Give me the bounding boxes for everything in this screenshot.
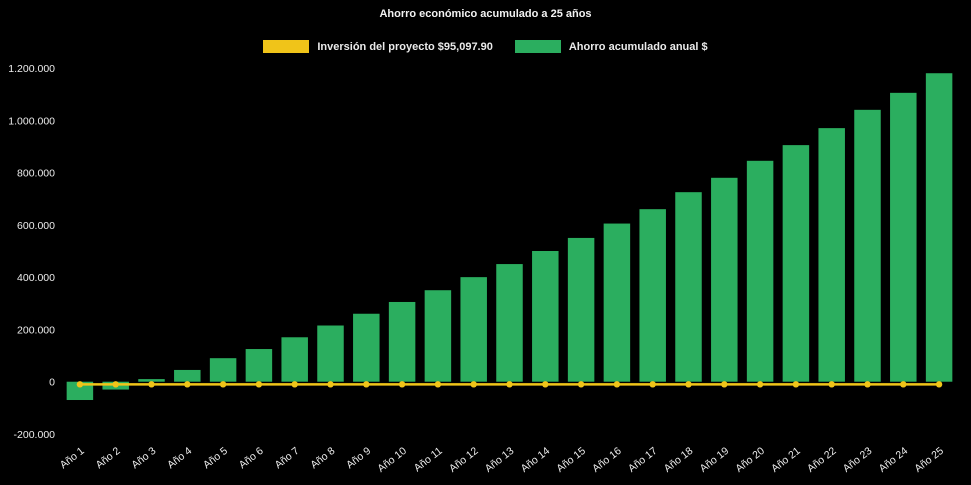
- investment-line-marker: [613, 381, 621, 388]
- y-tick-label: 1.200.000: [8, 63, 55, 75]
- investment-line-marker: [577, 381, 585, 388]
- investment-line-marker: [148, 381, 155, 388]
- x-tick-label: Año 16: [590, 445, 624, 475]
- investment-line-marker: [685, 381, 692, 388]
- investment-line-marker: [327, 381, 334, 388]
- x-tick-label: Año 2: [94, 445, 123, 471]
- bar-año-15: [567, 237, 595, 382]
- investment-line-marker: [76, 381, 84, 388]
- legend-swatch-savings: [514, 40, 561, 53]
- x-tick-label: Año 22: [805, 445, 839, 475]
- investment-line-marker: [112, 381, 119, 388]
- bar-año-8: [317, 325, 344, 382]
- x-tick-label: Año 23: [841, 445, 875, 475]
- investment-line-marker: [649, 381, 656, 388]
- bar-año-22: [818, 128, 845, 382]
- investment-line-marker: [721, 381, 728, 388]
- x-tick-label: Año 3: [129, 445, 158, 471]
- bar-año-14: [532, 251, 559, 382]
- x-tick-label: Año 6: [237, 445, 266, 471]
- x-tick-label: Año 9: [344, 445, 373, 471]
- x-tick-label: Año 17: [626, 445, 660, 475]
- investment-line-marker: [900, 381, 907, 388]
- investment-line-marker: [398, 381, 406, 388]
- x-tick-label: Año 10: [375, 445, 409, 475]
- bar-año-10: [388, 301, 416, 382]
- x-tick-label: Año 18: [662, 445, 696, 475]
- investment-line-marker: [506, 381, 513, 388]
- investment-line-marker: [756, 381, 764, 388]
- y-tick-label: -200.000: [14, 429, 56, 441]
- x-tick-label: Año 1: [58, 445, 87, 471]
- bar-año-11: [424, 290, 452, 382]
- x-tick-label: Año 4: [165, 445, 194, 471]
- y-tick-label: 1.000.000: [8, 115, 55, 127]
- bar-año-20: [746, 160, 774, 382]
- bar-año-5: [209, 358, 237, 382]
- bar-año-1: [66, 381, 94, 401]
- y-tick-label: 0: [49, 377, 55, 389]
- x-tick-label: Año 13: [483, 445, 517, 475]
- investment-line-marker: [935, 381, 943, 388]
- x-tick-label: Año 5: [201, 445, 230, 471]
- bar-año-7: [281, 337, 308, 382]
- investment-line-marker: [291, 381, 298, 388]
- bar-año-21: [782, 145, 810, 382]
- bar-año-6: [245, 349, 273, 382]
- y-tick-label: 400.000: [17, 272, 55, 284]
- y-tick-label: 800.000: [17, 168, 55, 180]
- bar-año-19: [711, 177, 738, 382]
- investment-line-marker: [792, 381, 800, 388]
- bar-año-25: [925, 73, 953, 382]
- x-tick-label: Año 25: [912, 445, 946, 475]
- bar-año-12: [460, 277, 487, 382]
- investment-line-marker: [184, 381, 191, 388]
- x-tick-label: Año 14: [519, 445, 553, 475]
- legend-item-investment: Inversión del proyecto $95,097.90: [263, 40, 493, 53]
- investment-line-marker: [363, 381, 370, 388]
- x-tick-label: Año 11: [412, 445, 445, 475]
- bar-año-9: [353, 313, 380, 382]
- x-tick-label: Año 21: [769, 445, 803, 475]
- legend-label-savings: Ahorro acumulado anual $: [568, 40, 708, 53]
- x-tick-label: Año 15: [554, 445, 588, 475]
- investment-line-marker: [828, 381, 835, 388]
- y-tick-label: 200.000: [17, 324, 55, 336]
- legend: Inversión del proyecto $95,097.90 Ahorro…: [0, 40, 971, 53]
- x-tick-label: Año 24: [877, 445, 911, 475]
- bar-año-16: [603, 223, 631, 382]
- bar-año-3: [138, 379, 165, 382]
- bar-año-24: [890, 92, 917, 382]
- x-tick-label: Año 8: [308, 445, 337, 471]
- investment-line-marker: [470, 381, 477, 388]
- x-tick-label: Año 7: [273, 445, 302, 471]
- bar-año-13: [496, 264, 523, 382]
- investment-line-marker: [542, 381, 549, 388]
- investment-line-marker: [219, 381, 227, 388]
- investment-line-marker: [434, 381, 442, 388]
- legend-label-investment: Inversión del proyecto $95,097.90: [317, 40, 493, 53]
- legend-item-savings: Ahorro acumulado anual $: [514, 40, 708, 53]
- bar-año-17: [639, 209, 666, 382]
- investment-line-marker: [255, 381, 263, 388]
- investment-line-marker: [864, 381, 871, 388]
- bar-año-18: [675, 192, 702, 382]
- x-tick-label: Año 20: [733, 445, 767, 475]
- y-tick-label: 600.000: [17, 220, 55, 232]
- x-tick-label: Año 12: [447, 445, 481, 475]
- bar-año-23: [854, 109, 881, 382]
- x-tick-label: Año 19: [698, 445, 732, 475]
- bar-año-4: [174, 369, 201, 382]
- legend-swatch-investment: [263, 40, 310, 53]
- chart-title: Ahorro económico acumulado a 25 años: [379, 8, 592, 20]
